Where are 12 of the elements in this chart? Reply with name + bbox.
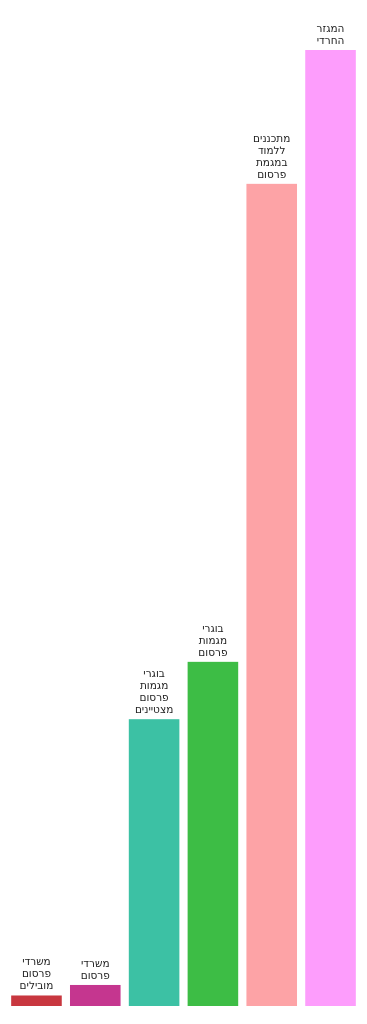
x-tick-label: מתכננים ללמוד במגמת פרסום: [253, 131, 291, 180]
x-tick-label: בוגרי מגמות פרסום מצטיינים: [134, 667, 174, 716]
bar: [187, 661, 239, 1006]
bar: [246, 183, 298, 1006]
x-tick-label: בוגרי מגמות פרסום: [198, 621, 228, 658]
x-tick-label: משרדי פרסום מובילים: [19, 955, 54, 992]
bar: [11, 995, 62, 1006]
bar: [69, 984, 121, 1006]
bar: [305, 50, 356, 1006]
x-tick-label: משרדי פרסום: [80, 956, 110, 981]
bar: [128, 719, 180, 1006]
x-tick-label: המגזר החרדי: [316, 22, 345, 46]
